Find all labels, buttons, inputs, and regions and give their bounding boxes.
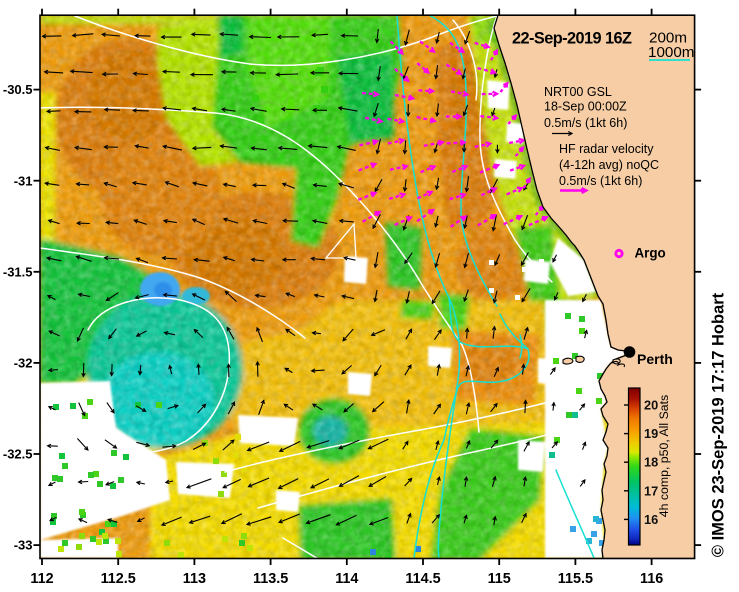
svg-text:116: 116 <box>640 571 663 587</box>
svg-text:17: 17 <box>644 483 658 498</box>
svg-text:16: 16 <box>644 512 658 527</box>
svg-text:NRT00 GSL: NRT00 GSL <box>544 85 612 99</box>
svg-text:0.5m/s (1kt 6h): 0.5m/s (1kt 6h) <box>559 174 642 188</box>
svg-text:-32: -32 <box>14 356 33 371</box>
svg-text:112: 112 <box>30 571 53 587</box>
svg-text:20: 20 <box>644 398 658 413</box>
svg-text:-31: -31 <box>14 173 33 188</box>
svg-text:112.5: 112.5 <box>101 571 136 587</box>
svg-text:HF radar velocity: HF radar velocity <box>559 142 654 156</box>
svg-text:-32.5: -32.5 <box>3 447 33 462</box>
svg-text:(4-12h avg) noQC: (4-12h avg) noQC <box>559 158 659 172</box>
svg-text:-30.5: -30.5 <box>3 82 33 97</box>
svg-text:22-Sep-2019 16Z: 22-Sep-2019 16Z <box>512 30 632 48</box>
svg-text:1000m: 1000m <box>648 44 694 61</box>
svg-text:0.5m/s (1kt 6h): 0.5m/s (1kt 6h) <box>544 116 627 130</box>
svg-text:Argo: Argo <box>635 246 666 261</box>
svg-text:114.5: 114.5 <box>405 571 440 587</box>
svg-text:200m: 200m <box>649 30 687 47</box>
svg-text:-31.5: -31.5 <box>3 264 33 279</box>
svg-text:113: 113 <box>183 571 206 587</box>
svg-text:© IMOS 23-Sep-2019 17:17 Hobar: © IMOS 23-Sep-2019 17:17 Hobart <box>710 292 728 557</box>
svg-text:4h comp, p50, All Sats: 4h comp, p50, All Sats <box>657 395 671 517</box>
svg-text:114: 114 <box>335 571 358 587</box>
svg-text:Perth: Perth <box>637 351 673 367</box>
svg-text:18-Sep 00:00Z: 18-Sep 00:00Z <box>544 100 627 114</box>
svg-text:18: 18 <box>644 455 658 470</box>
svg-text:115: 115 <box>488 571 511 587</box>
svg-text:115.5: 115.5 <box>558 571 593 587</box>
svg-text:113.5: 113.5 <box>253 571 288 587</box>
svg-text:-33: -33 <box>14 538 33 553</box>
svg-text:19: 19 <box>644 426 658 441</box>
